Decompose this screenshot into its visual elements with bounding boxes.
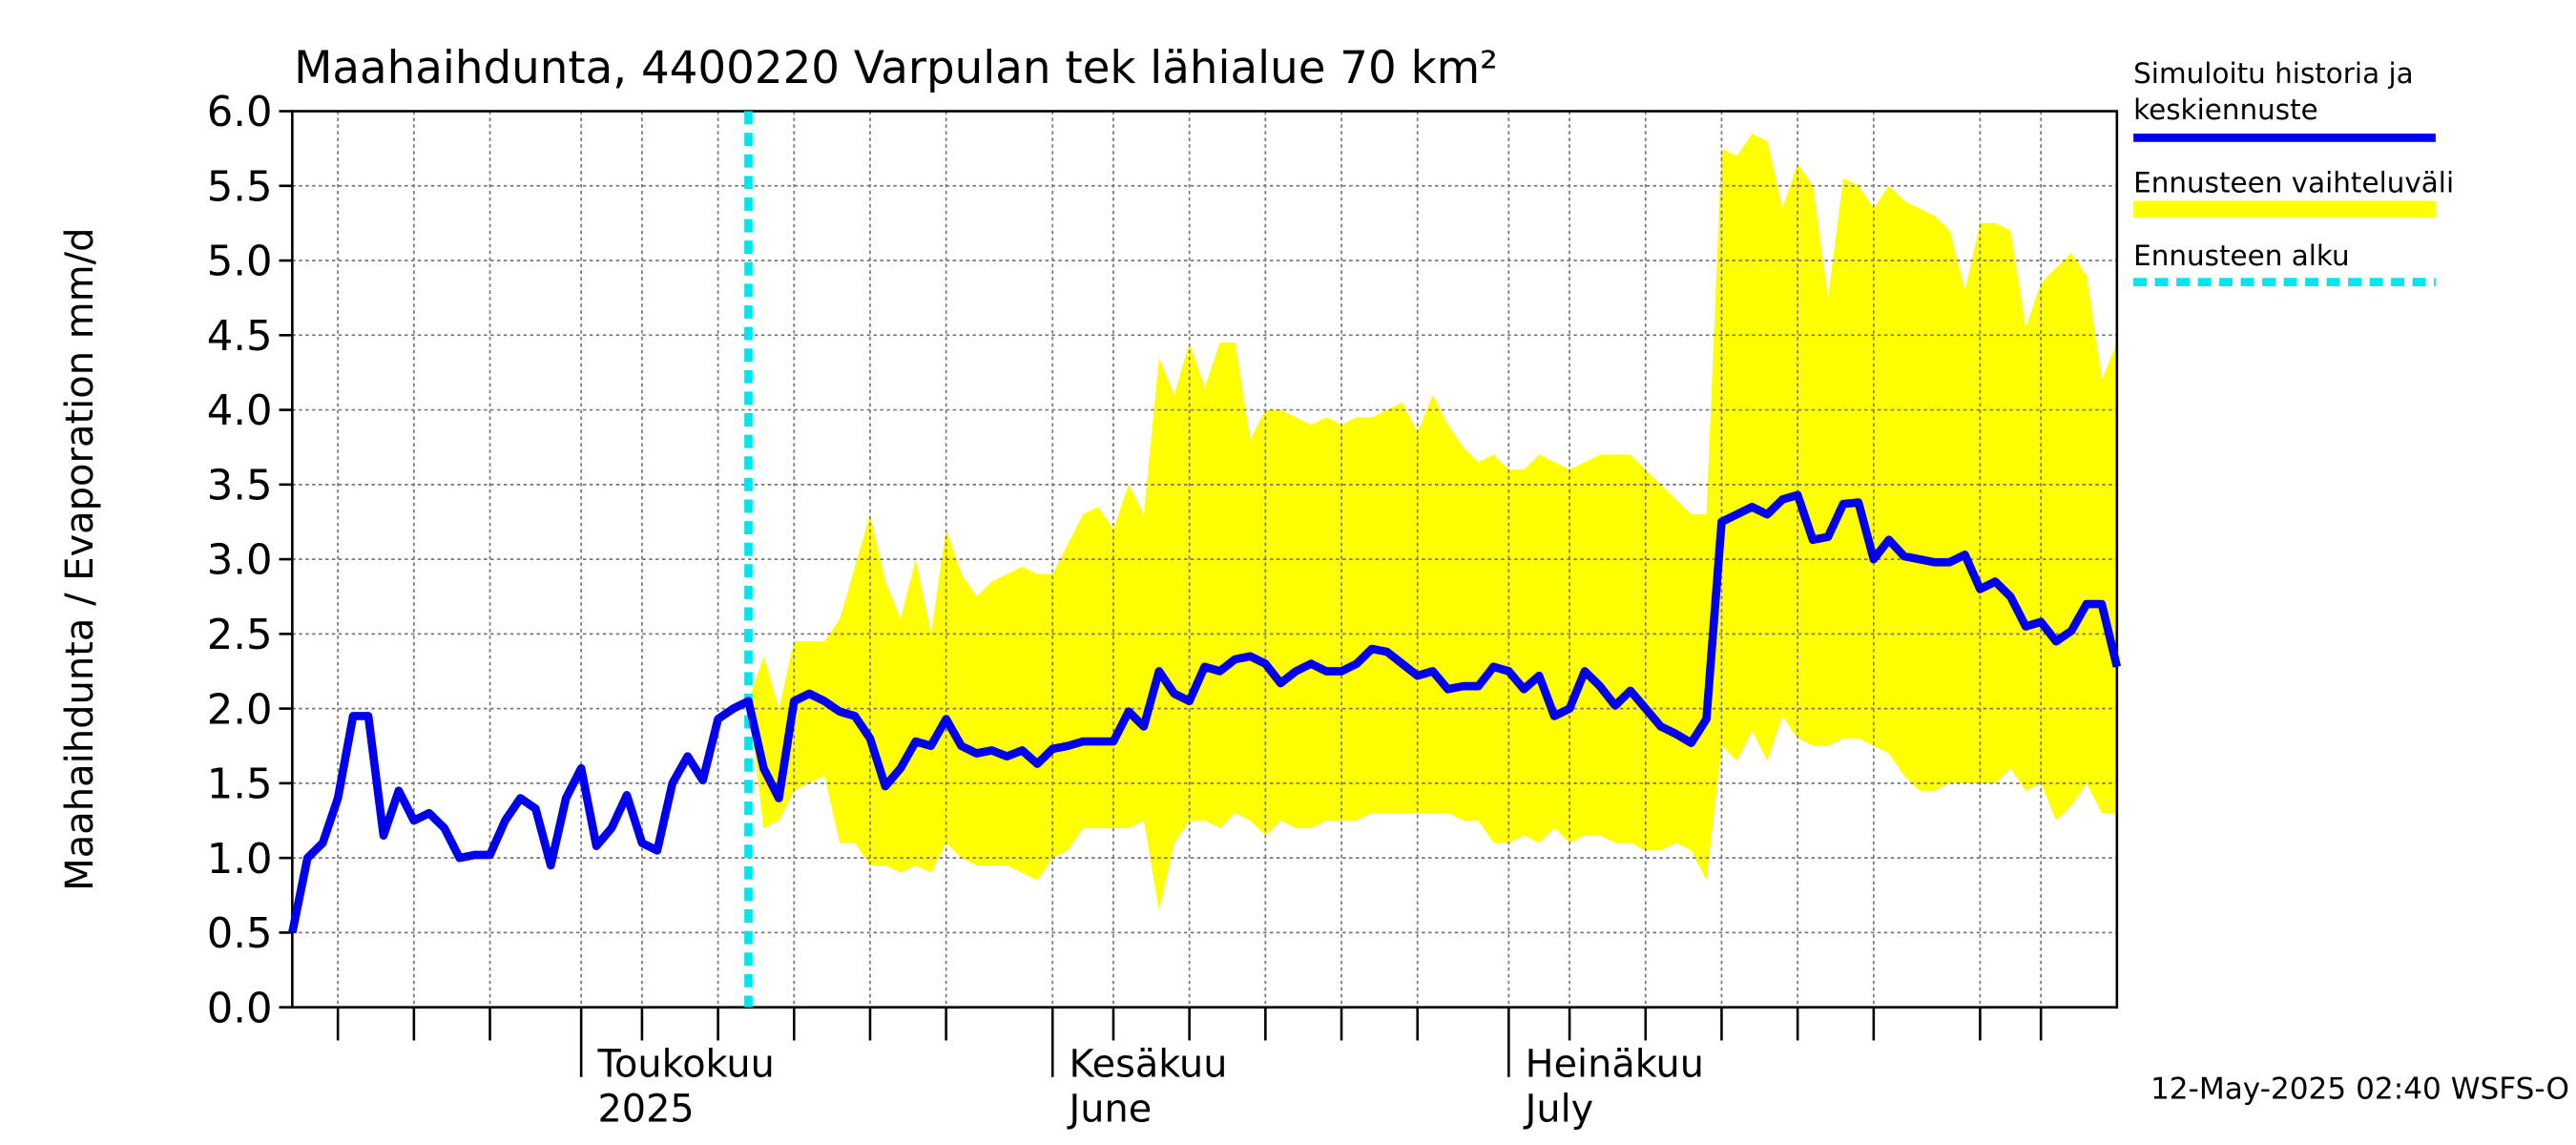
legend-label: Ennusteen alku [2133, 239, 2350, 272]
y-tick-label: 3.0 [207, 537, 273, 585]
y-tick-label: 1.0 [207, 836, 273, 884]
x-tick-label: June [1067, 1088, 1153, 1132]
y-tick-label: 1.5 [207, 760, 273, 808]
x-tick-label: Kesäkuu [1070, 1043, 1228, 1087]
line [288, 490, 2122, 934]
y-tick-label: 4.0 [207, 387, 273, 435]
x-tick-label: 2025 [597, 1088, 694, 1132]
legend-label: Ennusteen vaihteluväli [2133, 167, 2454, 199]
y-axis-label: Maahaihdunta / Evaporation mm/d [58, 227, 102, 890]
y-tick-label: 2.0 [207, 686, 273, 734]
y-tick-label: 4.5 [207, 313, 273, 361]
y-tick-label: 6.0 [207, 89, 273, 136]
chart-title: Maahaihdunta, 4400220 Varpulan tek lähia… [294, 43, 1498, 94]
y-tick-label: 5.0 [207, 239, 273, 286]
forecast-band [748, 134, 2117, 910]
x-tick-label: Heinäkuu [1526, 1043, 1704, 1087]
y-tick-label: 5.5 [207, 163, 273, 211]
plot-frame [291, 110, 2119, 1009]
y-tick-label: 3.5 [207, 462, 273, 510]
y-tick-label: 0.0 [207, 985, 273, 1032]
footer: 12-May-2025 02:40 WSFS-O [2150, 1072, 2569, 1106]
y-tick-label: 0.5 [207, 910, 273, 958]
x-tick-label: Toukokuu [596, 1043, 774, 1087]
y-tick-label: 2.5 [207, 612, 273, 659]
x-tick-label: July [1523, 1088, 1594, 1132]
legend-label: Simuloitu historia ja keskiennuste [2133, 57, 2414, 126]
